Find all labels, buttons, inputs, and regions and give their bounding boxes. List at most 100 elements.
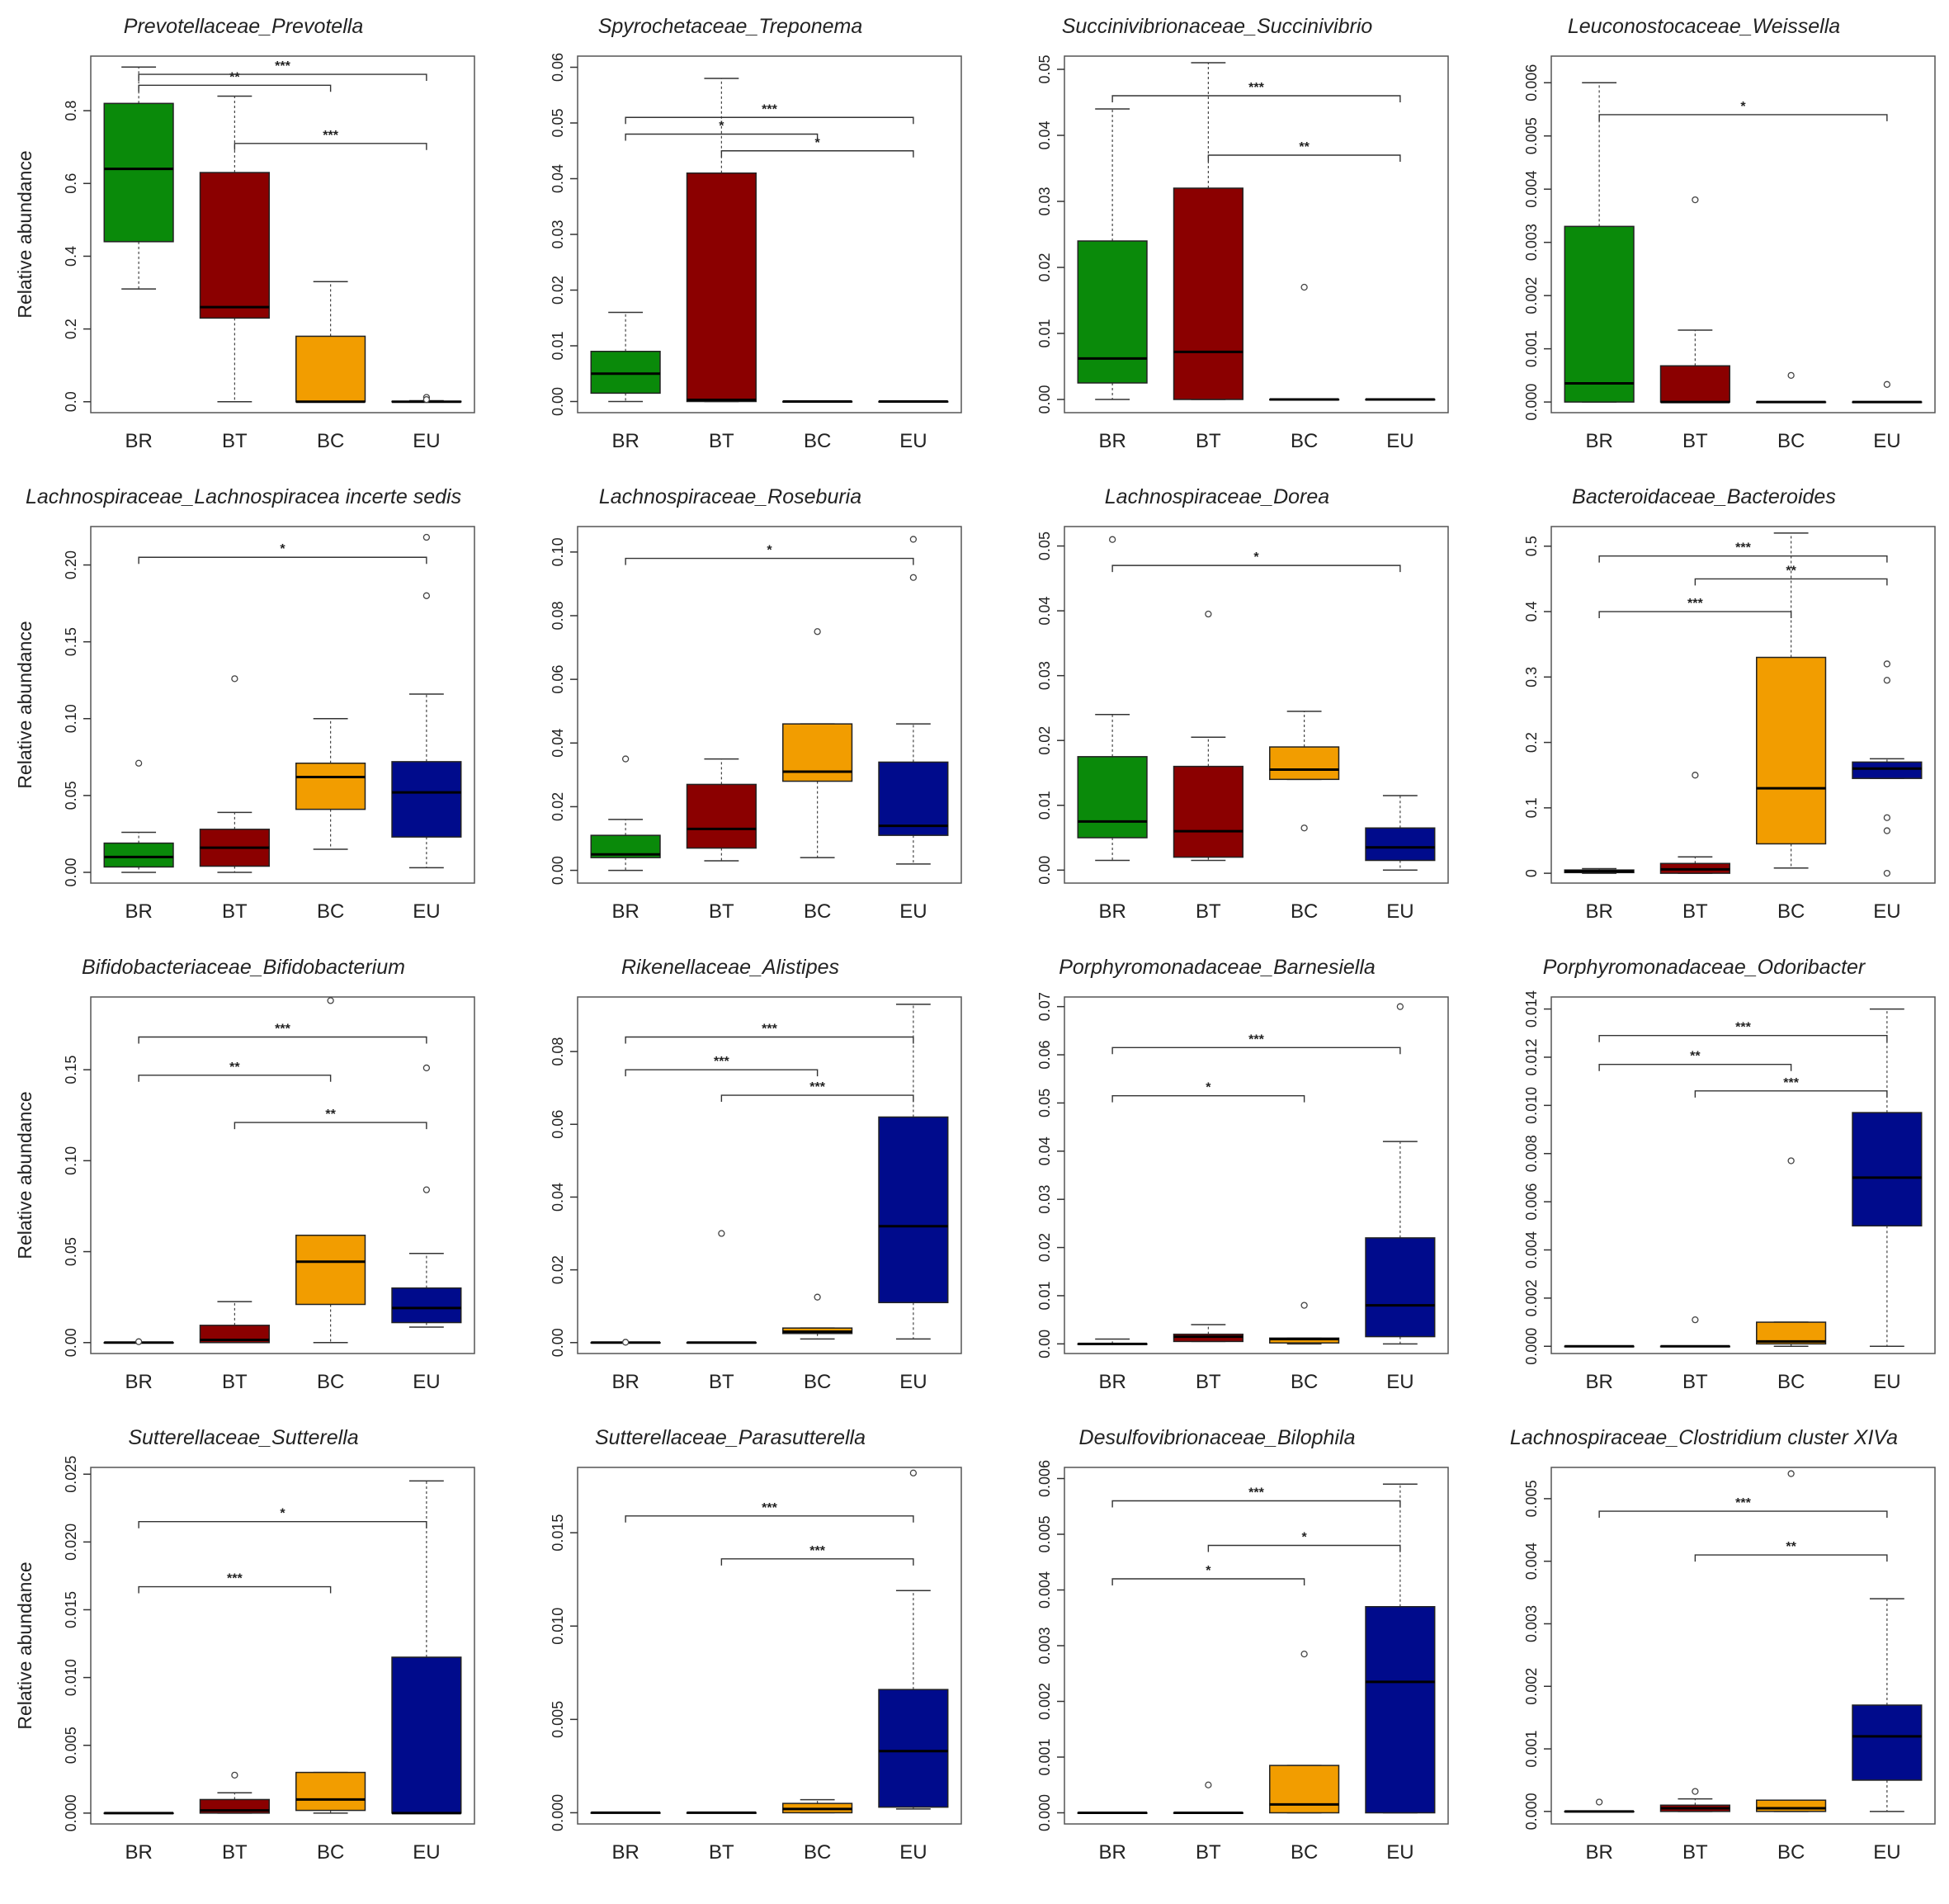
box-eu bbox=[1852, 660, 1923, 877]
y-tick-label: 0.04 bbox=[550, 1183, 566, 1212]
y-tick-label: 0.003 bbox=[1523, 1605, 1540, 1642]
outlier-point bbox=[1595, 1798, 1603, 1806]
bracket-line bbox=[234, 143, 427, 150]
significance-label: *** bbox=[1735, 1496, 1751, 1510]
boxplot-panel-8: Bacteroidaceae_Bacteroides 0 0.1 0.2 0.3 0.4 0… bbox=[1523, 485, 1936, 923]
x-category-label: BR bbox=[1585, 1841, 1612, 1864]
y-tick-label: 0.006 bbox=[1036, 1460, 1053, 1497]
significance-bracket: ** bbox=[138, 70, 332, 92]
plot-frame bbox=[1064, 996, 1449, 1354]
outlier-point bbox=[909, 1469, 918, 1476]
significance-label: * bbox=[1253, 550, 1259, 565]
x-category-label: BT bbox=[1196, 1371, 1221, 1393]
box-bc bbox=[1269, 283, 1340, 401]
bracket-line bbox=[720, 1094, 914, 1103]
outlier-point bbox=[1787, 1157, 1795, 1165]
bracket-line bbox=[720, 1558, 914, 1566]
boxplot-panel-14: Sutterellaceae_Parasutterella 0.000 0.005 0… bbox=[550, 1426, 962, 1864]
outlier-point bbox=[1883, 814, 1891, 821]
outlier-point bbox=[422, 1186, 431, 1193]
box-body bbox=[1852, 1112, 1923, 1227]
bracket-line bbox=[1111, 95, 1401, 102]
y-tick-label: 0.004 bbox=[1523, 171, 1540, 208]
bracket-line bbox=[138, 84, 332, 92]
box-body bbox=[391, 1287, 462, 1324]
bracket-line bbox=[138, 73, 427, 82]
box-body bbox=[1173, 765, 1243, 858]
box-eu bbox=[391, 533, 462, 869]
significance-label: ** bbox=[1786, 1540, 1796, 1554]
x-category-label: BT bbox=[222, 430, 248, 452]
significance-bracket: *** bbox=[625, 1055, 819, 1077]
significance-bracket: * bbox=[1598, 100, 1888, 121]
bracket-line bbox=[1111, 1578, 1305, 1585]
y-tick-label: 0.8 bbox=[63, 101, 79, 121]
y-tick-label: 0.010 bbox=[550, 1608, 566, 1645]
significance-bracket: *** bbox=[720, 1544, 914, 1566]
x-category-label: BC bbox=[317, 900, 344, 923]
box-br bbox=[1564, 867, 1635, 874]
y-axis-label: Relative abundance bbox=[14, 1091, 35, 1259]
outlier-point bbox=[718, 1230, 725, 1237]
x-category-label: BC bbox=[1291, 430, 1318, 452]
outlier-point bbox=[1300, 1302, 1308, 1309]
x-category-label: BR bbox=[125, 1371, 152, 1393]
box-eu bbox=[391, 394, 462, 404]
y-tick-label: 0.00 bbox=[1036, 856, 1053, 885]
box-body bbox=[1564, 225, 1635, 403]
bracket-line bbox=[138, 1521, 427, 1528]
significance-label: *** bbox=[1783, 1076, 1799, 1090]
box-br bbox=[590, 1811, 661, 1814]
significance-label: *** bbox=[809, 1544, 825, 1558]
boxplot-panel-4: Leuconostocaceae_Weissella 0.000 0.001 0.00… bbox=[1523, 15, 1936, 452]
y-tick-label: 0.06 bbox=[550, 1110, 566, 1139]
chart-title: Bifidobacteriaceae_Bifidobacterium bbox=[82, 956, 405, 979]
bracket-line bbox=[138, 1075, 332, 1082]
plot-frame bbox=[577, 996, 962, 1354]
significance-bracket: *** bbox=[234, 129, 427, 150]
bracket-line bbox=[1598, 1064, 1792, 1071]
box-body bbox=[1269, 746, 1340, 781]
significance-label: * bbox=[815, 136, 821, 150]
plot-frame bbox=[90, 996, 475, 1354]
significance-label: *** bbox=[275, 1022, 290, 1036]
significance-label: *** bbox=[714, 1055, 729, 1069]
significance-label: ** bbox=[229, 70, 240, 84]
bracket-line bbox=[138, 556, 427, 565]
y-tick-label: 0.06 bbox=[1036, 1041, 1053, 1070]
significance-label: *** bbox=[1687, 597, 1703, 611]
x-category-label: BR bbox=[1585, 900, 1612, 923]
outlier-point bbox=[422, 395, 431, 404]
x-category-label: BC bbox=[804, 1371, 831, 1393]
y-tick-label: 0.05 bbox=[63, 1237, 79, 1266]
chart-title: Leuconostocaceae_Weissella bbox=[1568, 15, 1840, 38]
box-bt bbox=[686, 1811, 757, 1814]
significance-bracket: *** bbox=[1598, 1496, 1888, 1519]
outlier-point bbox=[1692, 1788, 1699, 1795]
bracket-line bbox=[1111, 565, 1401, 573]
y-tick-label: 0.06 bbox=[550, 53, 566, 82]
outlier-point bbox=[1108, 536, 1116, 543]
box-bc bbox=[1756, 532, 1827, 869]
outlier-point bbox=[1692, 196, 1699, 204]
y-tick-label: 0.000 bbox=[1523, 1793, 1540, 1830]
box-bc bbox=[295, 997, 366, 1344]
box-body bbox=[1365, 1606, 1436, 1814]
box-br bbox=[590, 311, 661, 403]
significance-bracket: *** bbox=[1111, 1032, 1401, 1055]
y-tick-label: 0.012 bbox=[1523, 1038, 1540, 1075]
significance-bracket: *** bbox=[138, 1022, 427, 1044]
bracket-line bbox=[1694, 1554, 1888, 1562]
significance-bracket: *** bbox=[1694, 1076, 1888, 1098]
x-category-label: BT bbox=[222, 900, 248, 923]
y-tick-label: 0.4 bbox=[63, 246, 79, 267]
y-tick-label: 0.004 bbox=[1523, 1231, 1540, 1269]
y-tick-label: 0 bbox=[1523, 869, 1540, 877]
bracket-line bbox=[625, 1069, 819, 1077]
significance-bracket: *** bbox=[720, 1080, 914, 1103]
outlier-point bbox=[1300, 283, 1308, 291]
bracket-line bbox=[1207, 154, 1401, 162]
outlier-point bbox=[1205, 1781, 1212, 1788]
outlier-point bbox=[1883, 380, 1891, 388]
x-category-label: BT bbox=[1682, 1841, 1708, 1864]
